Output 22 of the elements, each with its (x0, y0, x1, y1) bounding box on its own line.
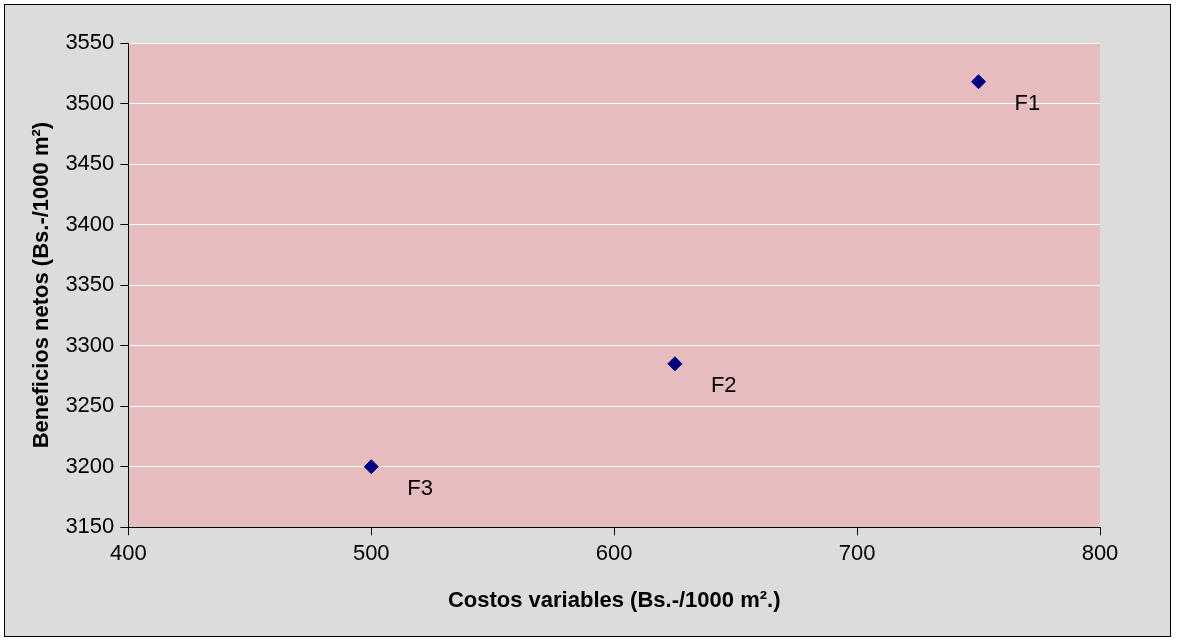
y-tick-label: 3250 (65, 392, 115, 418)
x-tick-label: 500 (352, 540, 390, 566)
annotation: F1 (1014, 89, 1041, 115)
point (667, 356, 683, 372)
point (971, 74, 987, 90)
x-tick-label: 600 (595, 540, 633, 566)
annotation: F3 (407, 474, 433, 500)
x-tick-label: 400 (109, 540, 147, 566)
y-tick-label: 3500 (65, 89, 115, 115)
y-axis-title: Beneficios netos (Bs.-/1000 m²) (28, 121, 54, 449)
y-tick-label: 3300 (65, 331, 115, 357)
y-tick-label: 3350 (65, 271, 115, 297)
annotation: F2 (710, 371, 737, 397)
point (363, 459, 379, 475)
x-axis-title: Costos variables (Bs.-/1000 m².) (447, 586, 781, 612)
x-tick-label: 700 (838, 540, 876, 566)
y-tick-label: 3450 (65, 150, 115, 176)
y-tick-label: 3550 (65, 29, 115, 55)
y-tick-label: 3400 (65, 210, 115, 236)
x-tick-label: 800 (1081, 540, 1119, 566)
y-tick-label: 3150 (65, 513, 115, 539)
y-tick-label: 3200 (65, 452, 115, 478)
